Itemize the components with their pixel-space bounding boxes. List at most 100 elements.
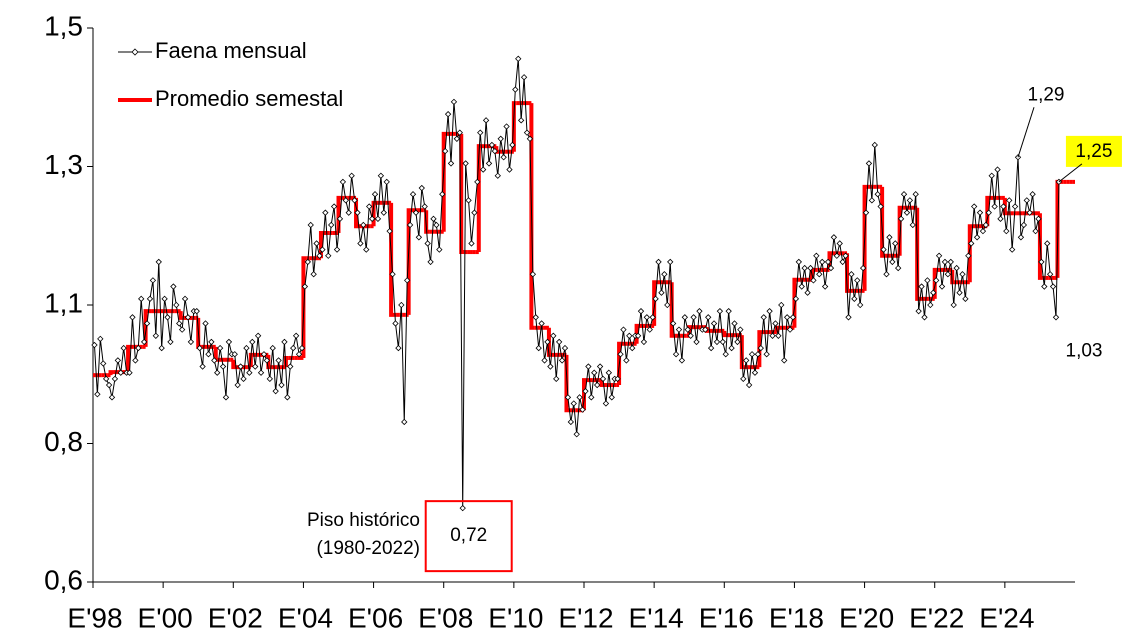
point-marker [348, 172, 355, 179]
point-marker [216, 344, 224, 352]
point-marker [941, 258, 949, 266]
point-marker [465, 197, 472, 204]
point-marker [669, 320, 677, 327]
point-marker [985, 209, 992, 216]
point-marker [336, 215, 344, 222]
point-marker [234, 381, 241, 389]
point-marker [205, 351, 212, 358]
point-marker [848, 271, 855, 278]
point-marker [240, 375, 247, 383]
point-marker [102, 375, 110, 383]
point-marker [824, 258, 832, 266]
step-segment [809, 267, 815, 280]
value-label: 0,72 [450, 525, 487, 546]
point-marker [339, 178, 347, 186]
point-marker [161, 295, 168, 303]
point-marker [976, 209, 984, 216]
point-marker [871, 141, 878, 149]
point-marker [497, 135, 504, 142]
point-marker [316, 252, 323, 259]
x-tick-label: E'22 [909, 602, 964, 633]
point-marker [973, 234, 981, 241]
step-segment [476, 144, 482, 253]
step-segment [634, 323, 640, 344]
point-marker [129, 314, 136, 321]
point-marker [754, 351, 762, 358]
point-marker [301, 283, 309, 290]
point-marker [328, 221, 335, 229]
point-marker [930, 289, 937, 296]
point-marker [491, 147, 499, 155]
point-marker [778, 301, 785, 309]
point-marker [687, 332, 694, 339]
point-marker [935, 252, 943, 259]
point-marker [573, 431, 580, 438]
point-marker [1029, 191, 1036, 198]
point-marker [912, 191, 919, 198]
point-marker [368, 215, 376, 222]
point-marker [591, 369, 598, 376]
point-marker [319, 246, 326, 253]
point-marker [1052, 314, 1060, 321]
x-tick-label: E'02 [208, 602, 263, 633]
point-marker [284, 394, 291, 401]
point-marker [415, 234, 423, 241]
point-marker [357, 240, 364, 247]
point-marker [743, 357, 750, 364]
x-tick-label: E'24 [979, 602, 1034, 633]
x-tick-label: E'08 [418, 602, 473, 633]
point-marker [208, 338, 215, 346]
point-marker [325, 252, 332, 259]
point-marker [298, 344, 306, 352]
point-marker [842, 252, 849, 259]
y-tick-label: 0,6 [44, 564, 83, 595]
point-marker [503, 123, 510, 130]
point-marker [801, 264, 808, 272]
point-marker [252, 363, 259, 370]
point-marker [409, 191, 417, 198]
point-marker [991, 203, 998, 210]
point-marker [971, 203, 978, 210]
step-segment [1002, 197, 1008, 216]
point-marker [214, 369, 221, 376]
point-marker [202, 320, 209, 327]
point-marker [719, 338, 726, 346]
point-marker [655, 258, 662, 266]
point-marker [667, 258, 674, 266]
point-marker [401, 418, 408, 426]
point-marker [517, 117, 525, 124]
point-marker [608, 394, 615, 401]
point-marker [617, 351, 624, 358]
point-marker [909, 221, 916, 229]
point-marker [140, 338, 148, 346]
point-marker [816, 271, 823, 278]
point-marker [105, 381, 113, 389]
point-marker [620, 326, 627, 333]
point-marker [789, 314, 797, 321]
point-marker [734, 338, 741, 346]
step-segment [722, 330, 728, 338]
x-tick-label: E'16 [699, 602, 754, 633]
value-label: 1,25 [1075, 141, 1112, 162]
point-marker [462, 160, 469, 167]
point-marker [877, 203, 884, 210]
point-marker [626, 332, 633, 339]
step-segment [652, 280, 658, 326]
point-marker [333, 246, 341, 253]
point-marker [330, 203, 338, 210]
point-marker [249, 338, 256, 346]
point-marker [652, 295, 659, 303]
point-marker [444, 111, 452, 118]
point-marker [933, 277, 940, 284]
step-segment [950, 269, 956, 285]
point-marker [722, 351, 729, 358]
point-marker [821, 283, 829, 290]
legend-label: Promedio semestal [155, 86, 343, 111]
point-marker [196, 344, 203, 352]
point-marker [728, 344, 735, 352]
step-segment [126, 344, 131, 373]
point-marker [1035, 215, 1042, 222]
point-marker [94, 391, 101, 398]
point-marker [398, 301, 405, 309]
